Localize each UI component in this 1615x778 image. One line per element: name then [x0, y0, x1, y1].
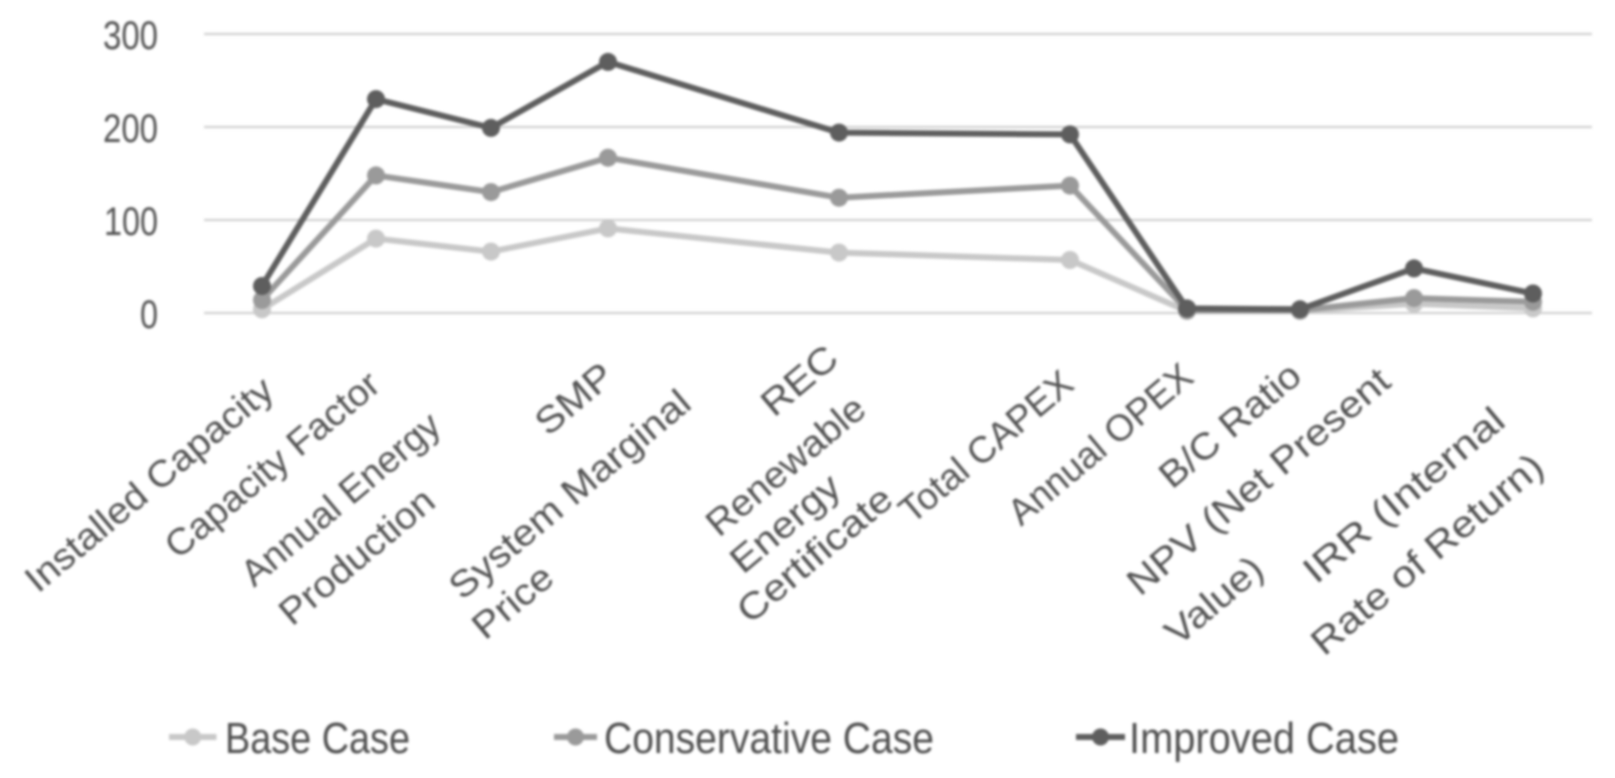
svg-text:100: 100 [104, 200, 158, 244]
svg-text:300: 300 [103, 14, 158, 58]
svg-text:0: 0 [140, 293, 158, 337]
svg-text:200: 200 [103, 107, 158, 151]
svg-text:Conservative Case: Conservative Case [604, 714, 934, 763]
svg-text:Improved Case: Improved Case [1129, 714, 1399, 763]
svg-text:SMP: SMP [527, 355, 622, 444]
svg-text:Base Case: Base Case [225, 714, 410, 763]
